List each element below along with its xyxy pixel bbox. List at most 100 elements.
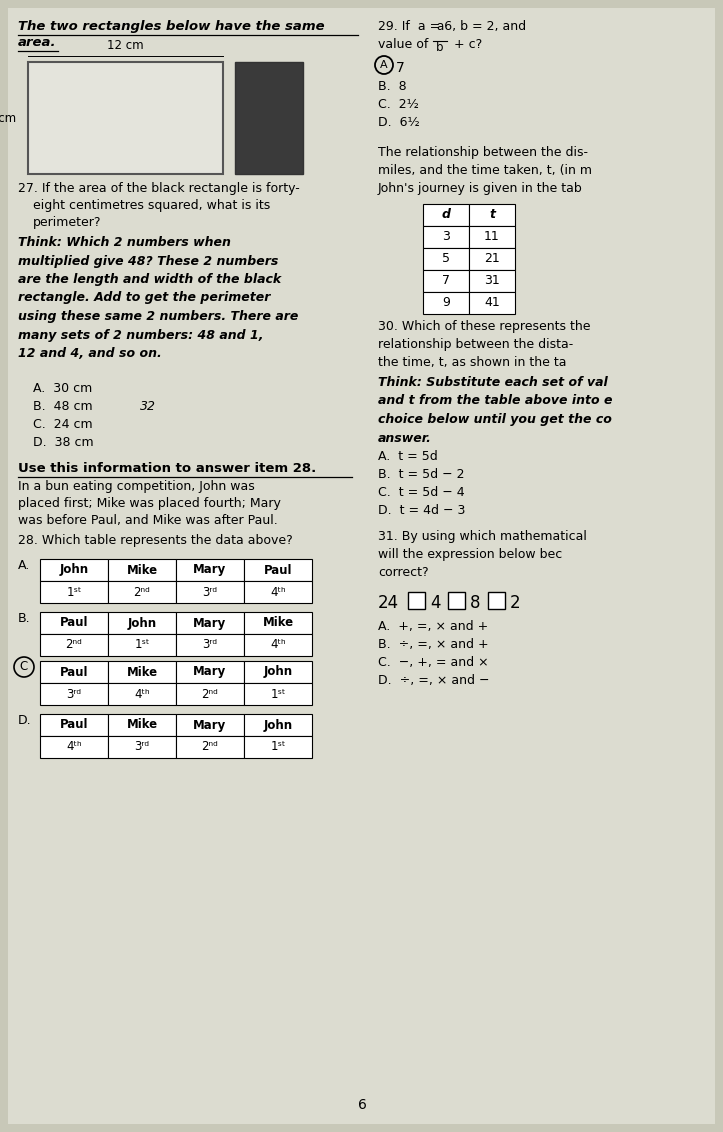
Bar (176, 736, 244, 758)
Text: 2ⁿᵈ: 2ⁿᵈ (134, 585, 150, 599)
Text: perimeter?: perimeter? (33, 216, 101, 229)
Bar (244, 612, 312, 634)
Text: + c?: + c? (450, 38, 482, 51)
Text: C.  −, +, = and ×: C. −, +, = and × (378, 657, 489, 669)
Text: Think: Which 2 numbers when
multiplied give 48? These 2 numbers
are the length a: Think: Which 2 numbers when multiplied g… (18, 235, 299, 360)
Bar (40, 612, 108, 634)
Text: d: d (442, 208, 450, 222)
Text: A.  t = 5d: A. t = 5d (378, 451, 437, 463)
Text: 21: 21 (484, 252, 500, 266)
Bar (469, 271, 515, 292)
FancyBboxPatch shape (8, 8, 715, 1124)
Bar (244, 661, 312, 683)
Text: A: A (380, 60, 388, 70)
Text: 31: 31 (484, 274, 500, 288)
Text: 4ᵗʰ: 4ᵗʰ (270, 585, 286, 599)
Bar (176, 683, 244, 705)
Text: 27. If the area of the black rectangle is forty-: 27. If the area of the black rectangle i… (18, 182, 300, 195)
Text: t: t (489, 208, 495, 222)
Bar (176, 661, 244, 683)
Text: 3: 3 (442, 231, 450, 243)
Bar (469, 226, 515, 248)
Text: Mike: Mike (127, 719, 158, 731)
Text: Mike: Mike (127, 666, 158, 678)
Bar (423, 248, 469, 271)
Bar (28, 62, 223, 174)
Text: 4: 4 (430, 594, 440, 612)
Bar (40, 661, 108, 683)
Text: a: a (437, 20, 444, 33)
Text: B.: B. (18, 612, 30, 625)
Text: Paul: Paul (60, 617, 88, 629)
Bar (488, 592, 505, 609)
Text: 2ⁿᵈ: 2ⁿᵈ (202, 740, 218, 754)
Text: correct?: correct? (378, 566, 429, 578)
Bar (423, 204, 469, 226)
Text: 4 cm: 4 cm (0, 111, 16, 125)
Text: A.: A. (18, 559, 30, 572)
Text: 29. If  a = 6, b = 2, and: 29. If a = 6, b = 2, and (378, 20, 526, 33)
Text: C.  24 cm: C. 24 cm (33, 418, 93, 431)
Text: 11: 11 (484, 231, 500, 243)
Bar (469, 204, 515, 226)
Text: area.: area. (18, 36, 56, 49)
Text: Mike: Mike (127, 564, 158, 576)
Text: 24: 24 (378, 594, 399, 612)
Bar (40, 714, 108, 736)
Text: John: John (263, 719, 293, 731)
Text: A.  30 cm: A. 30 cm (33, 381, 93, 395)
Text: miles, and the time taken, t, (in m: miles, and the time taken, t, (in m (378, 164, 592, 177)
Text: 3ʳᵈ: 3ʳᵈ (202, 585, 218, 599)
Bar (108, 559, 176, 581)
Text: The two rectangles below have the same: The two rectangles below have the same (18, 20, 325, 33)
Bar (469, 248, 515, 271)
Text: 3ʳᵈ: 3ʳᵈ (134, 740, 150, 754)
Text: A.  +, =, × and +: A. +, =, × and + (378, 620, 488, 633)
Text: 9: 9 (442, 297, 450, 309)
Text: 3ʳᵈ: 3ʳᵈ (202, 638, 218, 652)
Text: 4ᵗʰ: 4ᵗʰ (66, 740, 82, 754)
Bar (469, 292, 515, 314)
Bar (108, 736, 176, 758)
Bar (40, 683, 108, 705)
Text: b: b (436, 41, 444, 54)
Text: D.  6½: D. 6½ (378, 115, 420, 129)
Text: 32: 32 (140, 400, 156, 413)
Text: Use this information to answer item 28.: Use this information to answer item 28. (18, 462, 316, 475)
Text: Mary: Mary (193, 617, 226, 629)
Bar (40, 736, 108, 758)
Text: Think: Substitute each set of val
and t from the table above into e
choice below: Think: Substitute each set of val and t … (378, 376, 612, 445)
Text: relationship between the dista-: relationship between the dista- (378, 338, 573, 351)
Bar (176, 714, 244, 736)
Bar (176, 581, 244, 603)
Text: B.  t = 5d − 2: B. t = 5d − 2 (378, 468, 464, 481)
Text: C.  2½: C. 2½ (378, 98, 419, 111)
Bar (244, 634, 312, 657)
Text: 30. Which of these represents the: 30. Which of these represents the (378, 320, 591, 333)
Bar (176, 634, 244, 657)
Bar (244, 714, 312, 736)
Text: C.  t = 5d − 4: C. t = 5d − 4 (378, 486, 465, 499)
Text: 2ⁿᵈ: 2ⁿᵈ (66, 638, 82, 652)
Text: 1ˢᵗ: 1ˢᵗ (270, 687, 286, 701)
Bar (40, 581, 108, 603)
Bar (108, 661, 176, 683)
Bar (423, 226, 469, 248)
Text: D.  t = 4d − 3: D. t = 4d − 3 (378, 504, 466, 517)
Text: 1ˢᵗ: 1ˢᵗ (134, 638, 150, 652)
Text: 4ᵗʰ: 4ᵗʰ (270, 638, 286, 652)
Text: John: John (127, 617, 157, 629)
Text: 4ᵗʰ: 4ᵗʰ (134, 687, 150, 701)
Bar (244, 581, 312, 603)
Bar (108, 634, 176, 657)
Text: 12 cm: 12 cm (107, 38, 143, 52)
Text: John's journey is given in the tab: John's journey is given in the tab (378, 182, 583, 195)
Text: 7: 7 (442, 274, 450, 288)
Bar (244, 736, 312, 758)
Text: 41: 41 (484, 297, 500, 309)
Text: John: John (59, 564, 88, 576)
Text: Mary: Mary (193, 719, 226, 731)
Text: 1ˢᵗ: 1ˢᵗ (67, 585, 82, 599)
Text: C: C (20, 660, 28, 674)
Text: In a bun eating competition, John was: In a bun eating competition, John was (18, 480, 254, 494)
